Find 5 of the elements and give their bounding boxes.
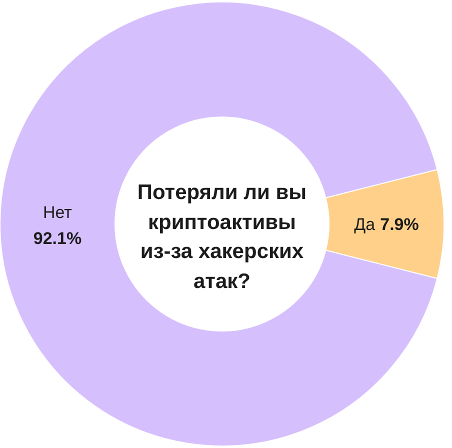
text: Потеряли ли вы криптоактивы из-за хакерских атак?	[137, 181, 307, 292]
data-label: 92.1%	[33, 229, 82, 248]
slice-label: Да	[354, 215, 376, 234]
data-label: 7.9%	[380, 215, 419, 234]
slice-label: Нет	[43, 203, 72, 222]
